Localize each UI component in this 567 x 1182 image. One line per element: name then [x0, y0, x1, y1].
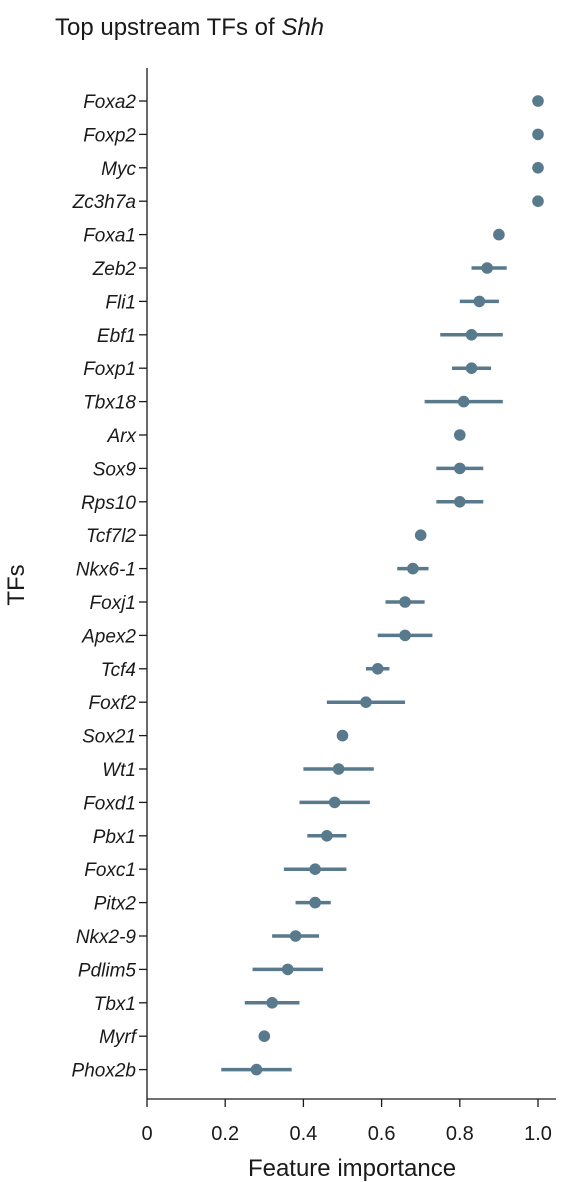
data-point	[454, 429, 466, 441]
plot-marks	[221, 95, 544, 1076]
x-tick-label: 1.0	[524, 1123, 552, 1145]
data-point	[399, 596, 411, 608]
data-point	[473, 295, 486, 308]
data-point	[360, 696, 372, 708]
data-point	[258, 1030, 271, 1042]
data-point	[532, 95, 544, 107]
data-point	[493, 228, 505, 241]
data-point	[309, 863, 321, 875]
y-tick-label: Foxj1	[90, 593, 136, 614]
chart-title: Top upstream TFs of Shh	[55, 14, 324, 42]
y-tick-label: Sox21	[82, 727, 136, 748]
y-tick-label: Pitx2	[94, 894, 137, 915]
y-tick-label: Foxp2	[83, 125, 136, 146]
y-tick-label: Tbx1	[94, 994, 136, 1015]
y-tick-label: Wt1	[102, 760, 136, 781]
x-tick-label: 0.4	[289, 1123, 317, 1145]
data-point	[321, 830, 333, 842]
y-tick-label: Foxp1	[83, 359, 136, 380]
data-point	[266, 997, 278, 1009]
data-point	[532, 162, 544, 174]
y-tick-label: Fli1	[105, 292, 136, 313]
data-point	[454, 496, 466, 508]
data-point	[328, 796, 341, 809]
y-tick-label: Nkx2-9	[76, 927, 137, 948]
plot-axes: 0 0.2 0.4 0.6 0.8 1.0 Foxa2 Foxp2 Myc Zc3h7a Foxa1…	[72, 68, 556, 1145]
data-point	[465, 329, 478, 341]
data-point	[454, 462, 466, 475]
data-point	[532, 195, 544, 207]
data-point	[532, 128, 544, 141]
y-tick-label: Pdlim5	[78, 960, 137, 981]
y-tick-label: Foxa2	[83, 92, 136, 113]
y-tick-label: Nkx6-1	[76, 560, 136, 581]
y-tick-label: Zc3h7a	[72, 192, 136, 213]
chart-title-text: Top upstream TFs of	[55, 14, 282, 41]
x-tick-label: 0.6	[368, 1123, 396, 1145]
y-tick-label: Rps10	[81, 493, 136, 514]
y-tick-label: Arx	[107, 426, 138, 447]
data-point	[332, 763, 345, 775]
data-point	[414, 529, 427, 541]
data-point	[336, 729, 349, 742]
data-point	[399, 629, 411, 642]
y-tick-label: Tcf4	[101, 660, 136, 681]
y-tick-label: Tcf7l2	[86, 526, 136, 547]
data-point	[481, 262, 493, 274]
y-tick-label: Phox2b	[72, 1061, 136, 1082]
y-tick-label: Zeb2	[92, 259, 137, 280]
y-tick-label: Foxd1	[83, 793, 136, 814]
y-tick-label: Foxf2	[88, 693, 136, 714]
y-tick-label: Foxc1	[84, 860, 136, 881]
y-tick-label: Pbx1	[93, 827, 136, 848]
data-point	[309, 896, 321, 909]
data-point	[457, 395, 470, 408]
y-tick-label: Myc	[101, 159, 136, 180]
x-tick-label: 0.8	[446, 1123, 474, 1145]
x-axis-label: Feature importance	[248, 1155, 456, 1182]
data-point	[289, 930, 302, 942]
x-tick-label: 0	[141, 1123, 152, 1145]
data-point	[371, 663, 384, 675]
y-tick-label: Tbx18	[83, 393, 136, 414]
y-tick-label: Foxa1	[83, 226, 136, 247]
y-axis-label: TFs	[3, 564, 30, 605]
chart-title-gene: Shh	[281, 14, 325, 41]
y-tick-label: Apex2	[81, 626, 136, 647]
data-point	[281, 963, 294, 976]
y-tick-label: Myrf	[99, 1027, 138, 1048]
y-tick-label: Sox9	[93, 459, 137, 480]
y-tick-label: Ebf1	[97, 326, 136, 347]
data-point	[407, 562, 419, 575]
data-point	[250, 1063, 263, 1076]
data-point	[465, 362, 478, 375]
x-tick-label: 0.2	[211, 1123, 239, 1145]
